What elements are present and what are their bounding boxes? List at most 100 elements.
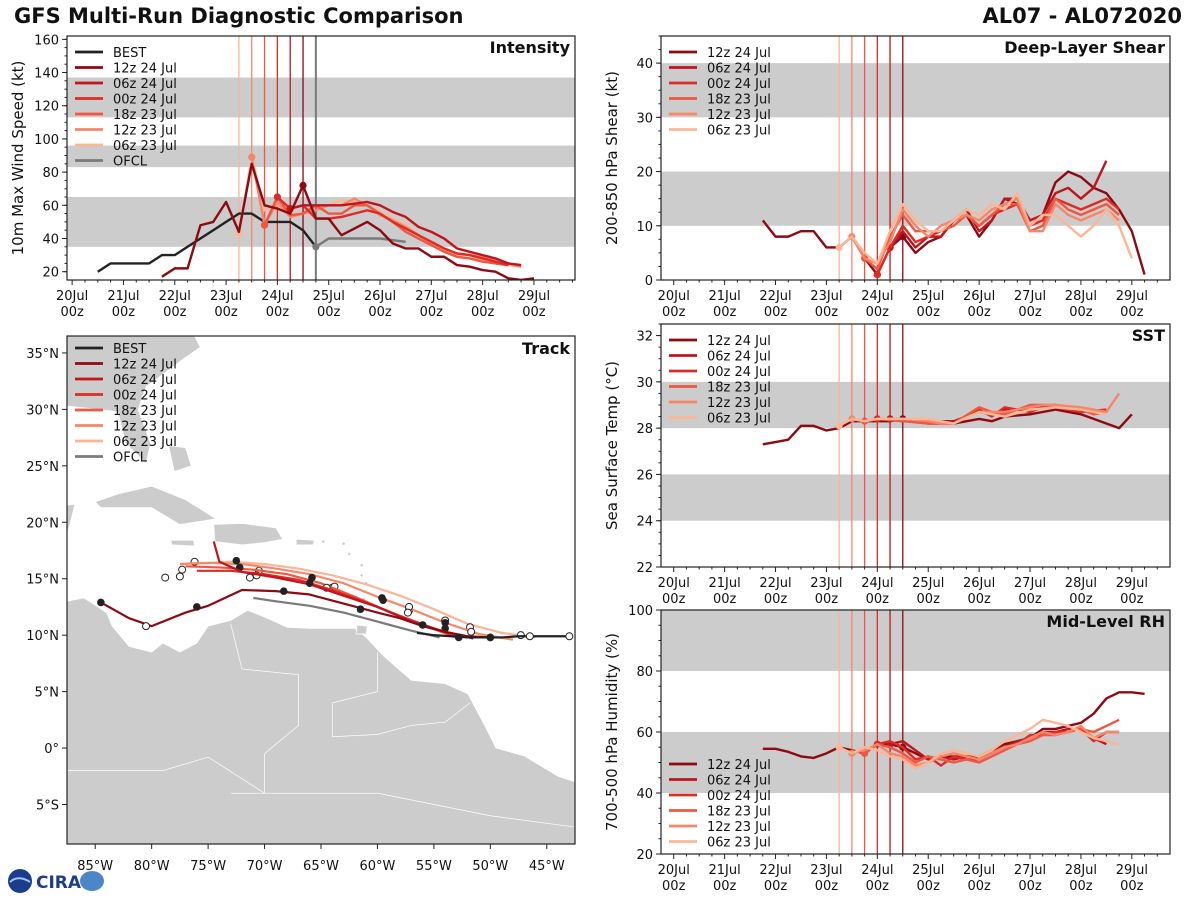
legend-label-12z-24-jul: 12z 24 Jul	[707, 46, 771, 61]
y-axis-label: 700-500 hPa Humidity (%)	[603, 633, 621, 831]
band-1	[67, 145, 575, 168]
y-tick-label: 20	[636, 848, 653, 863]
lat-tick-label: 35°N	[26, 347, 59, 362]
x-tick-label-day: 24Jul	[261, 289, 293, 304]
lat-tick-label: 5°N	[35, 686, 60, 701]
x-tick-label-hour: 00z	[60, 305, 84, 320]
y-tick-label: 60	[42, 199, 59, 214]
x-tick-label-day: 24Jul	[861, 289, 893, 304]
track-open-dot-12z-24-jul-0	[142, 622, 151, 631]
lat-tick-label: 15°N	[26, 573, 59, 588]
series-line-18z-23-jul	[863, 197, 1120, 271]
x-tick-label-hour: 00z	[713, 592, 737, 607]
x-tick-label-day: 25Jul	[912, 863, 944, 878]
x-tick-label-day: 23Jul	[810, 289, 842, 304]
series-marker-06z-23-jul-0	[835, 422, 843, 430]
legend-label-12z-23-jul: 12z 23 Jul	[113, 420, 177, 435]
x-tick-label-hour: 00z	[866, 879, 890, 894]
x-tick-label-day: 20Jul	[658, 289, 690, 304]
x-tick-label-day: 22Jul	[759, 289, 791, 304]
x-tick-label-day: 28Jul	[467, 289, 499, 304]
legend-label-06z-23-jul: 06z 23 Jul	[707, 836, 771, 851]
x-tick-label-day: 29Jul	[1116, 863, 1148, 878]
y-tick-label: 20	[42, 266, 59, 281]
series-marker-06z-23-jul-0	[235, 229, 243, 238]
x-tick-label-hour: 00z	[163, 305, 187, 320]
y-tick-label: 100	[628, 604, 653, 619]
antilles-island-7	[321, 539, 326, 544]
antilles-island-6	[341, 541, 346, 546]
x-tick-label-hour: 00z	[1018, 592, 1042, 607]
y-tick-label: 60	[636, 726, 653, 741]
track-open-dot-18z-23-jul-3	[403, 608, 412, 617]
track-open-dot-12z-23-jul-0	[178, 565, 187, 574]
track-filled-dot-12z-24-jul-4	[418, 621, 427, 629]
antilles-island-5	[347, 551, 352, 556]
x-tick-label-day: 26Jul	[963, 289, 995, 304]
x-tick-label-hour: 00z	[967, 305, 991, 320]
y-tick-label: 20	[636, 166, 653, 181]
lon-tick-label: 80°W	[134, 859, 170, 874]
x-tick-label-day: 28Jul	[1065, 289, 1097, 304]
legend-label-ofcl: OFCL	[113, 155, 148, 170]
series-marker-12z-24-jul-0	[299, 181, 307, 189]
y-tick-label: 160	[34, 33, 59, 48]
x-tick-label-hour: 00z	[1120, 305, 1144, 320]
track-open-dot-12z-23-jul-4	[467, 627, 476, 636]
series-marker-00z-24-jul-0	[273, 193, 281, 201]
x-tick-label-day: 21Jul	[709, 289, 741, 304]
x-tick-label-day: 25Jul	[912, 576, 944, 591]
series-group	[762, 392, 1133, 446]
series-line-06z-23-jul	[838, 192, 1133, 265]
band-0	[661, 171, 1170, 226]
series-marker-18z-23-jul-0	[260, 221, 269, 229]
legend-label-12z-24-jul: 12z 24 Jul	[113, 62, 177, 77]
track-open-dot-06z-23-jul-0	[161, 573, 170, 582]
border-guianas	[331, 652, 471, 738]
x-tick-label-day: 29Jul	[1116, 289, 1148, 304]
x-tick-label-day: 27Jul	[1014, 576, 1046, 591]
x-tick-label-day: 21Jul	[709, 863, 741, 878]
south-america-land	[67, 597, 575, 844]
lat-tick-label: 0°	[44, 742, 59, 757]
plot-frame	[66, 35, 576, 281]
panel-shear: 01020304020Jul00z21Jul00z22Jul00z23Jul00…	[603, 35, 1171, 320]
x-tick-label-day: 26Jul	[963, 576, 995, 591]
track-open-dot-06z-23-jul-6	[516, 631, 525, 640]
lon-tick-label: 50°W	[472, 859, 508, 874]
track-filled-dot-12z-24-jul-3	[356, 605, 365, 613]
x-tick-label-day: 21Jul	[107, 289, 139, 304]
lat-tick-label: 20°N	[26, 516, 59, 531]
x-tick-label-hour: 00z	[866, 592, 890, 607]
series-line-06z-23-jul	[838, 718, 1120, 770]
lat-tick-label: 5°S	[36, 798, 59, 813]
track-filled-dot-12z-24-jul-0	[97, 598, 105, 607]
legend-label-12z-23-jul: 12z 23 Jul	[707, 820, 771, 835]
y-tick-label: 140	[34, 67, 59, 82]
track-filled-dot-12z-24-jul-2	[279, 587, 288, 595]
y-tick-label: 80	[42, 166, 59, 181]
x-tick-label-hour: 00z	[917, 879, 941, 894]
legend-label-00z-24-jul: 00z 24 Jul	[113, 93, 177, 108]
legend-label-06z-23-jul: 06z 23 Jul	[113, 435, 177, 450]
x-tick-label-day: 24Jul	[861, 576, 893, 591]
y-tick-label: 32	[636, 330, 653, 345]
track-open-dot-best-0	[565, 632, 574, 641]
antilles-island-4	[359, 563, 364, 568]
track-filled-dot-best-1	[454, 633, 463, 642]
legend-label-00z-24-jul: 00z 24 Jul	[707, 789, 771, 804]
x-tick-label-day: 28Jul	[1065, 863, 1097, 878]
x-tick-label-day: 25Jul	[313, 289, 345, 304]
x-tick-label-hour: 00z	[662, 305, 686, 320]
lon-tick-label: 55°W	[416, 859, 452, 874]
x-tick-label-day: 22Jul	[759, 576, 791, 591]
legend-label-12z-23-jul: 12z 23 Jul	[113, 124, 177, 139]
x-tick-label-hour: 00z	[662, 592, 686, 607]
x-tick-label-day: 26Jul	[364, 289, 396, 304]
x-tick-label-day: 28Jul	[1065, 576, 1097, 591]
band-1	[661, 610, 1170, 671]
legend-label-12z-24-jul: 12z 24 Jul	[707, 334, 771, 349]
